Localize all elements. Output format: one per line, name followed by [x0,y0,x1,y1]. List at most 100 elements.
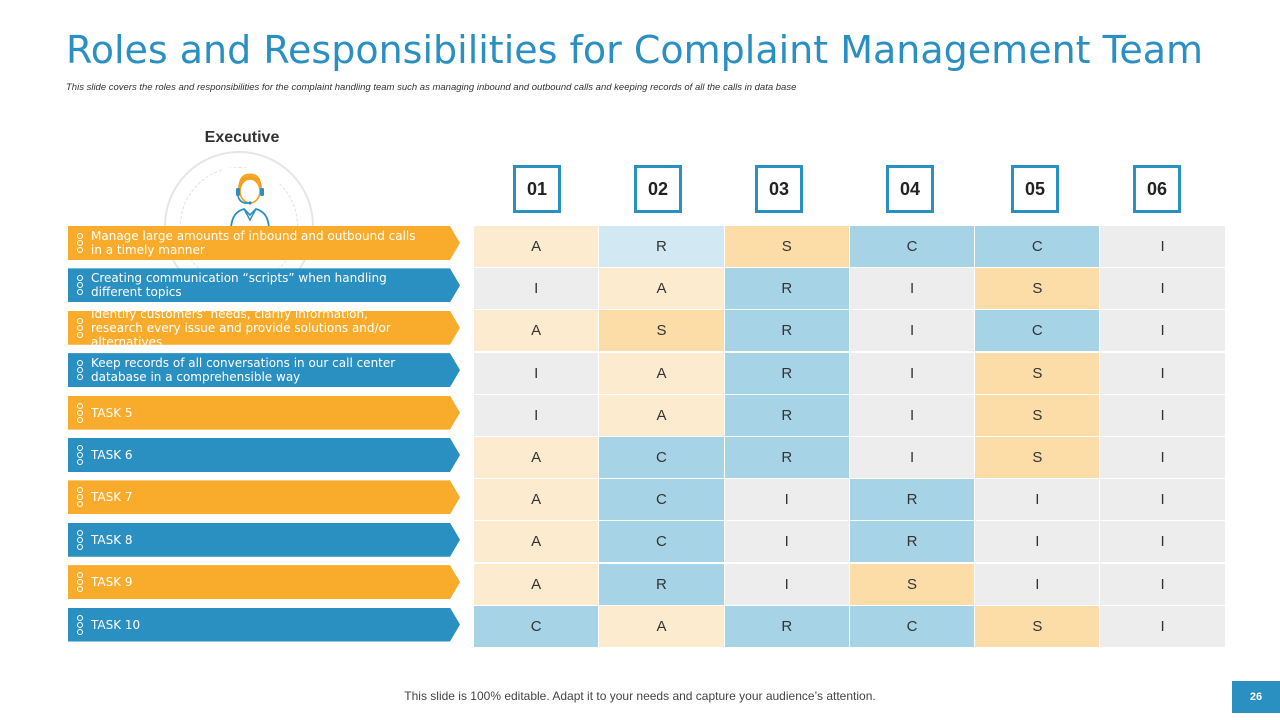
matrix-cell: C [849,605,976,648]
matrix-cell: A [474,479,600,522]
matrix-cell: A [474,563,600,606]
task-label: TASK 5 [91,405,133,420]
task-label: TASK 10 [91,617,141,632]
task-row: TASK 8 [68,523,460,557]
matrix-cell: I [849,436,976,479]
matrix-cell: A [599,605,725,648]
task-row: Manage large amounts of inbound and outb… [68,226,460,260]
bullet-dots-icon [77,275,83,295]
matrix-cell: C [474,605,600,648]
matrix-cell: R [724,605,850,648]
column-header: 03 [755,165,803,213]
headset-agent-icon [222,168,278,230]
bullet-dots-icon [77,445,83,465]
matrix-cell: S [599,310,725,353]
bullet-dots-icon [77,615,83,635]
column-header: 06 [1133,165,1181,213]
matrix-cell: I [474,394,600,437]
matrix-cell: I [975,521,1101,564]
matrix-cell: I [1100,394,1226,437]
bullet-dots-icon [77,572,83,592]
bullet-dots-icon [77,403,83,423]
matrix-cell: A [474,310,600,353]
task-label: TASK 8 [91,532,133,547]
slide-subtitle: This slide covers the roles and responsi… [66,82,797,93]
matrix-cell: C [599,521,725,564]
slide-title: Roles and Responsibilities for Complaint… [66,28,1204,72]
task-label: Manage large amounts of inbound and outb… [91,229,416,257]
task-row: TASK 10 [68,608,460,642]
matrix-cell: R [724,394,850,437]
matrix-cell: I [1100,605,1226,648]
matrix-cell: R [724,352,850,395]
matrix-cell: S [975,352,1101,395]
task-row: TASK 6 [68,438,460,472]
matrix-cell: C [975,226,1101,268]
matrix-cell: A [474,436,600,479]
task-label: Keep records of all conversations in our… [91,356,396,385]
matrix-cell: I [849,352,976,395]
matrix-cell: S [975,436,1101,479]
matrix-cell: S [975,394,1101,437]
task-row: Creating communication “scripts” when ha… [68,268,460,302]
matrix-cell: S [849,563,976,606]
matrix-cell: R [849,479,976,522]
matrix-cell: I [1100,436,1226,479]
bullet-dots-icon [77,487,83,507]
task-row: TASK 7 [68,480,460,514]
column-header: 01 [513,165,561,213]
matrix-cell: C [975,310,1101,353]
task-label: TASK 9 [91,575,133,590]
column-header: 05 [1011,165,1059,213]
matrix-cell: I [849,310,976,353]
executive-label: Executive [204,129,280,146]
matrix-cell: A [599,352,725,395]
matrix-cell: I [975,479,1101,522]
matrix-cell: I [474,268,600,311]
task-row: TASK 9 [68,565,460,599]
matrix-cell: I [849,268,976,311]
matrix-cell: A [599,394,725,437]
matrix-cell: R [849,521,976,564]
matrix-cell: R [599,226,725,268]
matrix-cell: I [724,563,850,606]
bullet-dots-icon [77,318,83,338]
task-label: Identify customers’ needs, clarify infor… [91,306,391,349]
task-row: Keep records of all conversations in our… [68,353,460,387]
matrix-cell: S [975,605,1101,648]
task-row: Identify customers’ needs, clarify infor… [68,311,460,345]
matrix-cell: I [975,563,1101,606]
matrix-cell: R [599,563,725,606]
matrix-cell: I [724,521,850,564]
matrix-cell: S [724,226,850,268]
matrix-cell: C [599,436,725,479]
task-label: TASK 7 [91,490,133,505]
matrix-cell: I [849,394,976,437]
matrix-cell: C [849,226,976,268]
matrix-cell: I [1100,563,1226,606]
matrix-cell: I [1100,479,1226,522]
column-header: 04 [886,165,934,213]
matrix-cell: R [724,310,850,353]
matrix-cell: I [1100,268,1226,311]
matrix-cell: I [1100,226,1226,268]
matrix-cell: A [599,268,725,311]
matrix-cell: I [1100,352,1226,395]
bullet-dots-icon [77,233,83,253]
task-label: TASK 6 [91,447,133,462]
footer-note: This slide is 100% editable. Adapt it to… [404,689,876,703]
task-list: Manage large amounts of inbound and outb… [68,226,460,650]
matrix-cell: S [975,268,1101,311]
matrix-cell: I [1100,310,1226,353]
task-label: Creating communication “scripts” when ha… [91,271,387,300]
matrix-cell: R [724,268,850,311]
